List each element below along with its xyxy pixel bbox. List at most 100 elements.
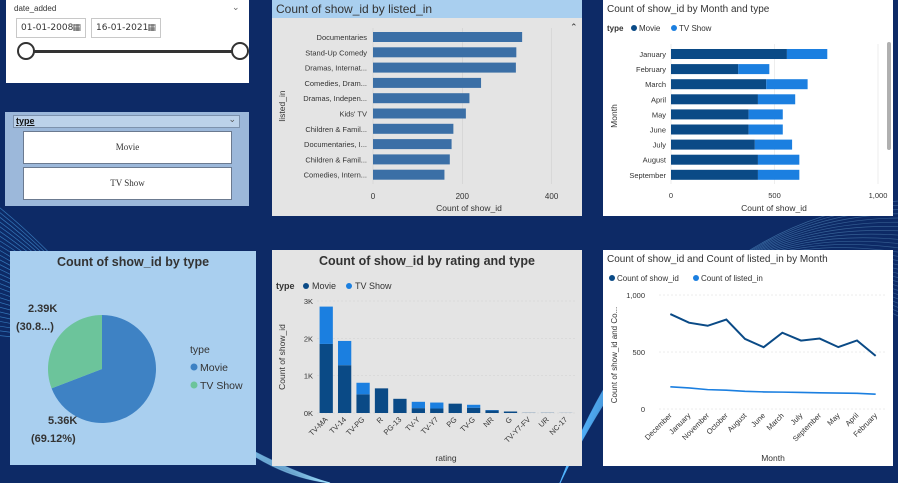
bar	[373, 123, 454, 134]
bar	[373, 139, 452, 150]
y-tick-label: 0	[641, 405, 645, 414]
month-type-chart-card[interactable]: Count of show_id by Month and type type Mo…	[603, 0, 893, 216]
legend-label: TV Show	[679, 24, 712, 33]
bar	[373, 32, 523, 42]
y-tick-label: February	[636, 65, 666, 74]
type-option-tv-show[interactable]: TV Show	[23, 167, 232, 200]
y-tick-label: Comedies, Intern...	[304, 171, 367, 180]
bar-segment	[766, 79, 808, 90]
legend-label: TV Show	[200, 380, 243, 392]
bar-segment	[338, 340, 352, 366]
bar-segment	[671, 154, 758, 165]
x-tick-label: TV-PG	[344, 415, 366, 437]
y-tick-label: Children & Famil...	[305, 125, 367, 134]
bar	[373, 77, 482, 88]
scrollbar[interactable]	[887, 42, 891, 150]
bar-segment	[393, 398, 407, 413]
bar-segment	[738, 64, 770, 75]
bar-segment	[671, 64, 739, 75]
series-line	[669, 313, 877, 357]
legend-label: Movie	[312, 281, 336, 291]
bar-segment	[671, 124, 749, 135]
pie-slice	[51, 315, 156, 423]
bar-segment	[748, 124, 783, 135]
x-tick-label: 200	[456, 192, 470, 201]
x-tick-label: 500	[768, 191, 781, 200]
bar-segment	[356, 394, 370, 413]
legend-label: Movie	[200, 362, 228, 374]
bar-segment	[411, 401, 425, 409]
y-tick-label: 500	[632, 348, 645, 357]
bar-segment	[671, 94, 758, 105]
pie-slice	[47, 315, 102, 389]
date-range-end-handle[interactable]	[231, 42, 249, 60]
legend-label: TV Show	[355, 281, 392, 291]
line-chart-card[interactable]: Count of show_id and Count of listed_in …	[603, 250, 893, 466]
legend-marker	[609, 275, 615, 281]
bar-segment	[748, 109, 783, 120]
bar-segment	[356, 382, 370, 395]
type-slicer-header[interactable]: type ⌄	[13, 114, 240, 128]
calendar-icon: ▦	[72, 23, 81, 33]
bar-segment	[338, 365, 352, 413]
bar-segment	[757, 169, 800, 180]
x-tick-label: NR	[481, 415, 495, 429]
x-tick-label: PG-13	[382, 415, 404, 437]
x-tick-label: UR	[537, 415, 551, 429]
month-type-chart: Count of show_id by Month and type type Mo…	[607, 4, 887, 213]
rating-chart-card[interactable]: Count of show_id by rating and type type M…	[272, 250, 582, 466]
y-tick-label: Stand-Up Comedy	[305, 48, 367, 57]
date-range-start-handle[interactable]	[17, 42, 35, 60]
bar-segment	[467, 404, 481, 408]
y-axis-title: Count of show_id and Co...	[610, 307, 619, 404]
end-date-input[interactable]: 16-01-2021 ▦	[91, 18, 161, 38]
series-line	[670, 385, 876, 395]
chevron-down-icon[interactable]: ⌄	[232, 2, 240, 12]
x-tick-label: NC-17	[548, 415, 570, 437]
x-axis-title: Count of show_id	[436, 203, 502, 213]
x-tick-label: TV-Y7	[419, 415, 440, 436]
y-axis-title: Month	[609, 104, 619, 128]
date-slicer: date_added ⌄ 01-01-2008 ▦ 16-01-2021 ▦	[6, 0, 249, 83]
x-tick-label: 0	[371, 192, 376, 201]
x-tick-label: G	[503, 415, 514, 426]
legend-label: Count of show_id	[617, 274, 679, 283]
bar-segment	[430, 408, 444, 413]
bar-segment	[671, 49, 787, 59]
bar-segment	[467, 407, 481, 413]
pie-chart-card[interactable]: Count of show_id by type 5.36K (69.12%) 2.3…	[10, 251, 256, 465]
slice-value-label: 5.36K	[48, 415, 77, 427]
bar-segment	[671, 169, 758, 180]
chart-title: Count of show_id by listed_in	[276, 2, 432, 16]
bar-segment	[754, 139, 793, 150]
y-tick-label: March	[645, 80, 666, 89]
type-option-movie[interactable]: Movie	[23, 131, 232, 164]
date-slicer-label: date_added	[14, 4, 57, 13]
start-date-input[interactable]: 01-01-2008 ▦	[16, 18, 86, 38]
type-slicer-title: type	[16, 116, 35, 126]
bar-segment	[374, 388, 389, 413]
legend-label: Count of listed_in	[701, 274, 763, 283]
bar-segment	[485, 410, 499, 413]
x-tick-label: R	[375, 415, 386, 426]
y-tick-label: Children & Famil...	[305, 155, 367, 164]
legend-label: Movie	[639, 24, 661, 33]
y-tick-label: 0K	[304, 409, 313, 418]
date-range-track	[26, 50, 234, 53]
y-tick-label: Dramas, Internat...	[305, 64, 367, 73]
bar-segment	[786, 49, 828, 59]
bar	[373, 169, 445, 180]
legend-marker	[671, 25, 677, 31]
x-tick-label: TV-MA	[307, 415, 330, 438]
bar-segment	[671, 139, 755, 150]
listed-in-chart-card[interactable]: Count of show_id by listed_in ⌃ 0 200 400 Doc…	[272, 0, 582, 216]
bar	[373, 62, 516, 73]
y-tick-label: May	[652, 110, 666, 119]
bar	[373, 108, 466, 119]
x-tick-label: October	[705, 411, 731, 437]
y-axis-title: Count of show_id	[277, 324, 287, 390]
y-tick-label: June	[650, 126, 666, 135]
y-tick-label: Kids' TV	[339, 110, 367, 119]
legend-title: type	[276, 281, 295, 291]
y-tick-label: August	[643, 156, 667, 165]
